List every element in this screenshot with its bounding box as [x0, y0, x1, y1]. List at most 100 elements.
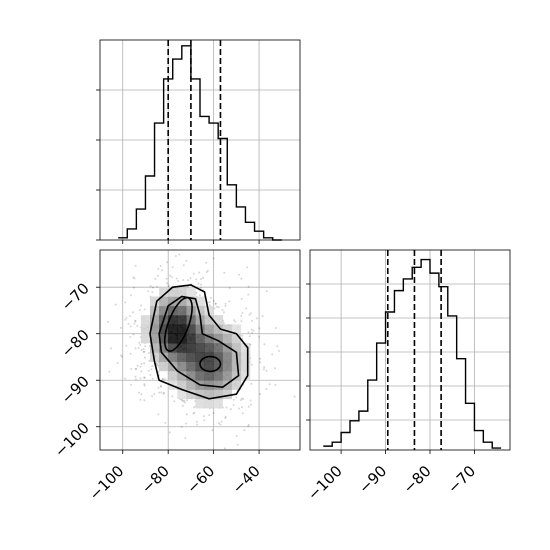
- ticks-top: [96, 89, 260, 244]
- scatter-point: [217, 306, 220, 309]
- scatter-point: [228, 287, 231, 289]
- scatter-point: [199, 286, 202, 289]
- scatter-point: [186, 399, 188, 402]
- scatter-point: [143, 350, 146, 353]
- scatter-point: [139, 365, 142, 368]
- density-cell: [222, 324, 233, 334]
- scatter-point: [240, 406, 243, 409]
- scatter-point: [262, 368, 265, 371]
- scatter-point: [224, 302, 227, 305]
- density-cell: [186, 361, 196, 372]
- scatter-point: [236, 443, 239, 446]
- scatter-point: [247, 285, 250, 288]
- scatter-point: [232, 398, 235, 401]
- density-cell: [150, 315, 160, 325]
- scatter-point: [149, 285, 152, 288]
- scatter-point: [250, 382, 253, 385]
- scatter-point: [143, 376, 146, 379]
- scatter-point: [240, 277, 243, 280]
- y-tick-label: −80: [58, 326, 93, 361]
- density-cell: [159, 361, 169, 372]
- scatter-point: [200, 278, 202, 280]
- scatter-point: [241, 412, 244, 415]
- x-tick-label: −100: [86, 462, 128, 504]
- density-cell: [231, 324, 242, 334]
- scatter-point: [160, 391, 163, 394]
- scatter-point: [155, 361, 158, 364]
- density-cell: [204, 343, 214, 353]
- scatter-point: [214, 302, 217, 305]
- scatter-point: [171, 266, 174, 269]
- scatter-point: [183, 399, 186, 402]
- scatter-point: [181, 399, 183, 402]
- scatter-point: [147, 369, 150, 372]
- scatter-point: [133, 277, 136, 280]
- scatter-point: [182, 279, 185, 282]
- scatter-point: [129, 336, 132, 338]
- density-cell: [204, 389, 214, 400]
- marginal-histogram-2: −100 −90 −80 −70: [304, 249, 511, 504]
- scatter-point: [139, 344, 142, 346]
- scatter-point: [138, 391, 140, 394]
- scatter-point: [130, 383, 132, 386]
- density-cell: [177, 352, 187, 362]
- scatter-point: [251, 331, 254, 334]
- scatter-point: [125, 316, 128, 319]
- quantile-lines-1: [167, 40, 222, 240]
- scatter-point: [165, 277, 168, 280]
- density-cell: [240, 361, 251, 372]
- scatter-point: [247, 423, 250, 426]
- scatter-point: [198, 271, 201, 274]
- scatter-point: [162, 392, 165, 395]
- density-cell: [168, 333, 178, 344]
- scatter-point: [240, 297, 243, 300]
- scatter-point: [143, 356, 146, 359]
- density-cell: [177, 333, 187, 344]
- density-cell: [222, 361, 233, 372]
- scatter-point: [241, 311, 244, 314]
- x-tick-label: −90: [355, 462, 390, 497]
- scatter-point: [108, 370, 111, 373]
- scatter-point: [278, 349, 281, 352]
- density-cell: [159, 333, 169, 344]
- density-cell: [177, 305, 187, 316]
- scatter-point: [276, 345, 279, 348]
- scatter-point: [212, 412, 215, 415]
- scatter-point: [163, 378, 166, 381]
- scatter-point: [195, 278, 198, 281]
- scatter-point: [249, 399, 252, 402]
- scatter-point: [169, 274, 172, 277]
- density-cell: [186, 370, 196, 381]
- scatter-point: [243, 429, 246, 432]
- scatter-point: [131, 311, 134, 314]
- scatter-point: [139, 377, 142, 380]
- scatter-point: [114, 303, 117, 306]
- scatter-point: [132, 276, 135, 279]
- density-cell: [231, 370, 242, 381]
- contour-line: [149, 284, 249, 400]
- scatter-point: [200, 283, 203, 286]
- scatter-point: [91, 261, 93, 263]
- axes-frame-top: [99, 39, 301, 241]
- density-cells: [140, 287, 251, 409]
- x-tick-label: −80: [138, 462, 173, 497]
- density-cell: [213, 333, 223, 344]
- scatter-point: [219, 423, 222, 426]
- scatter-point: [166, 261, 169, 264]
- scatter-point: [124, 301, 127, 304]
- density-cell: [140, 333, 151, 344]
- scatter-point: [192, 412, 195, 415]
- scatter-point: [143, 383, 146, 386]
- scatter-point: [135, 368, 138, 370]
- scatter-point: [202, 415, 205, 418]
- scatter-point: [151, 365, 154, 368]
- scatter-point: [268, 383, 271, 386]
- marginal-histogram-1: [96, 39, 301, 244]
- scatter-point: [170, 483, 172, 485]
- scatter-point: [263, 366, 266, 369]
- scatter-point: [241, 334, 244, 337]
- density-cell: [222, 343, 233, 353]
- scatter-point: [187, 279, 189, 282]
- scatter-point: [116, 362, 119, 364]
